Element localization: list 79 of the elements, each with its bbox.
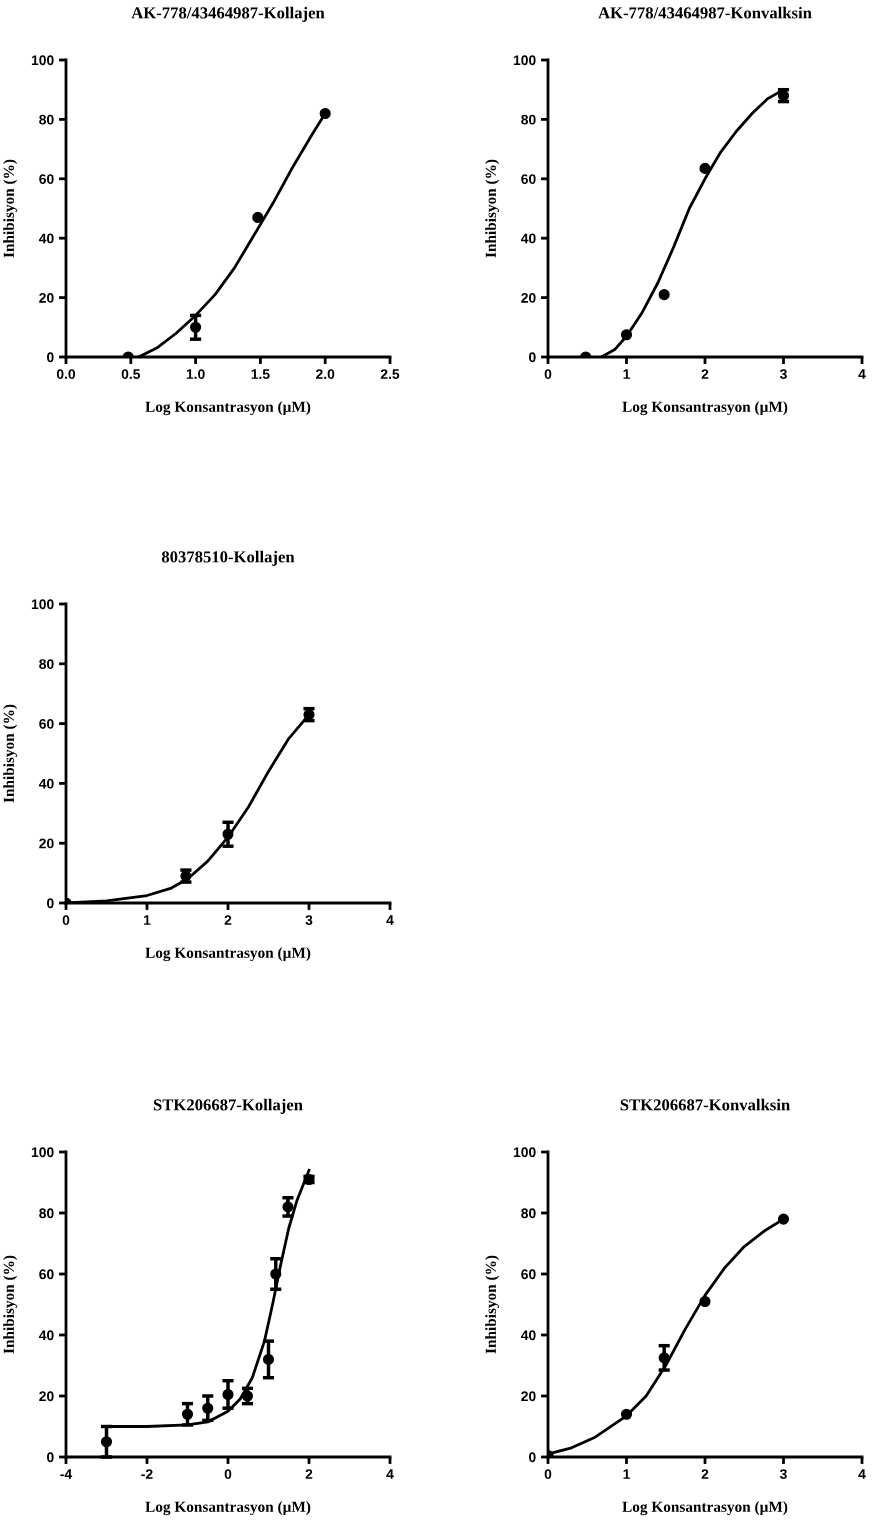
x-tick-label: -4 [60,1469,73,1479]
point [658,289,670,301]
x-tick-label: 4 [858,1469,866,1479]
x-tick-label: 1.5 [251,369,270,380]
x-axis-title: Log Konsantrasyon (µM) [622,401,788,416]
y-tick-label: 100 [513,55,536,66]
x-tick-label: 1 [623,1469,630,1479]
x-tick-label: 4 [386,915,394,925]
y-tick-label: 100 [513,1147,536,1158]
y-axis-title: Inhibisyon (%) [485,1255,500,1354]
x-tick-label: 2.5 [380,369,400,380]
chart-title: STK206687-Konvalksin [620,1098,790,1111]
y-tick-label: 0 [47,1452,54,1463]
y-tick-label: 40 [520,1330,536,1341]
y-tick-label: 40 [520,233,536,244]
y-tick-label: 80 [39,659,54,669]
y-tick-label: 20 [39,292,54,303]
y-tick-label: 60 [39,718,54,729]
x-tick-label: 0.5 [121,369,141,380]
x-tick-label: 3 [779,369,787,380]
y-tick-label: 20 [39,1391,54,1402]
x-tick-label: 2 [224,915,232,925]
x-axis-title: Log Konsantrasyon (µM) [622,1501,788,1516]
x-tick-label: 1 [144,915,151,925]
y-tick-label: 40 [38,233,54,244]
y-tick-label: 100 [31,1147,54,1158]
point [699,162,711,174]
y-tick-label: 60 [521,174,536,184]
y-tick-label: 0 [529,1452,536,1463]
point [319,107,331,120]
x-axis-title: Log Konsantrasyon (µM) [145,1501,311,1516]
x-tick-label: 2 [701,1469,709,1479]
x-tick-label: 0 [544,1469,552,1480]
x-axis-title: Log Konsantrasyon (µM) [145,947,311,962]
y-tick-label: 40 [38,778,54,789]
chart-title: AK-778/43464987-Konvalksin [598,6,812,19]
y-tick-label: 0 [47,352,54,363]
x-tick-label: 2.0 [316,369,335,380]
x-axis-title: Log Konsantrasyon (µM) [145,401,311,416]
y-tick-label: 80 [521,1208,536,1219]
x-tick-label: 2 [701,369,709,379]
x-tick-label: 3 [305,915,313,926]
chart-title: AK-778/43464987-Kollajen [131,6,325,22]
x-tick-label: 0 [224,1469,232,1480]
y-axis-title: Inhibisyon (%) [3,159,18,258]
y-tick-label: 60 [39,1269,54,1280]
x-tick-label: 0 [544,369,552,380]
point [620,1408,633,1420]
x-tick-label: 0 [62,915,70,926]
y-axis-title: Inhibisyon (%) [3,1255,18,1354]
y-tick-label: 20 [521,292,536,303]
y-tick-label: 80 [39,114,54,125]
y-tick-label: 60 [521,1269,536,1280]
x-tick-label: 3 [779,1469,787,1480]
y-tick-label: 60 [39,174,54,184]
y-tick-label: 20 [39,838,54,849]
point [620,329,633,341]
x-tick-label: 1 [623,369,630,379]
x-tick-label: 4 [386,1469,394,1479]
y-tick-label: 20 [521,1391,536,1402]
y-tick-label: 100 [31,55,54,66]
x-tick-label: 4 [858,369,866,379]
x-tick-label: -2 [141,1469,153,1479]
chart-title: STK206687-Kollajen [153,1098,303,1114]
x-tick-label: 2 [305,1469,313,1479]
y-tick-label: 0 [47,898,54,909]
x-tick-label: 1.0 [186,369,205,380]
point [252,211,264,223]
y-axis-title: Inhibisyon (%) [485,159,500,258]
point [777,1213,790,1225]
y-axis-title: Inhibisyon (%) [3,704,18,803]
point [699,1295,711,1308]
chart-title: 80378510-Kollajen [161,550,295,566]
x-tick-label: 0.0 [56,369,76,380]
y-tick-label: 80 [521,114,536,125]
y-tick-label: 80 [39,1208,54,1219]
y-tick-label: 100 [31,599,54,610]
y-tick-label: 0 [529,352,536,363]
y-tick-label: 40 [38,1330,54,1341]
